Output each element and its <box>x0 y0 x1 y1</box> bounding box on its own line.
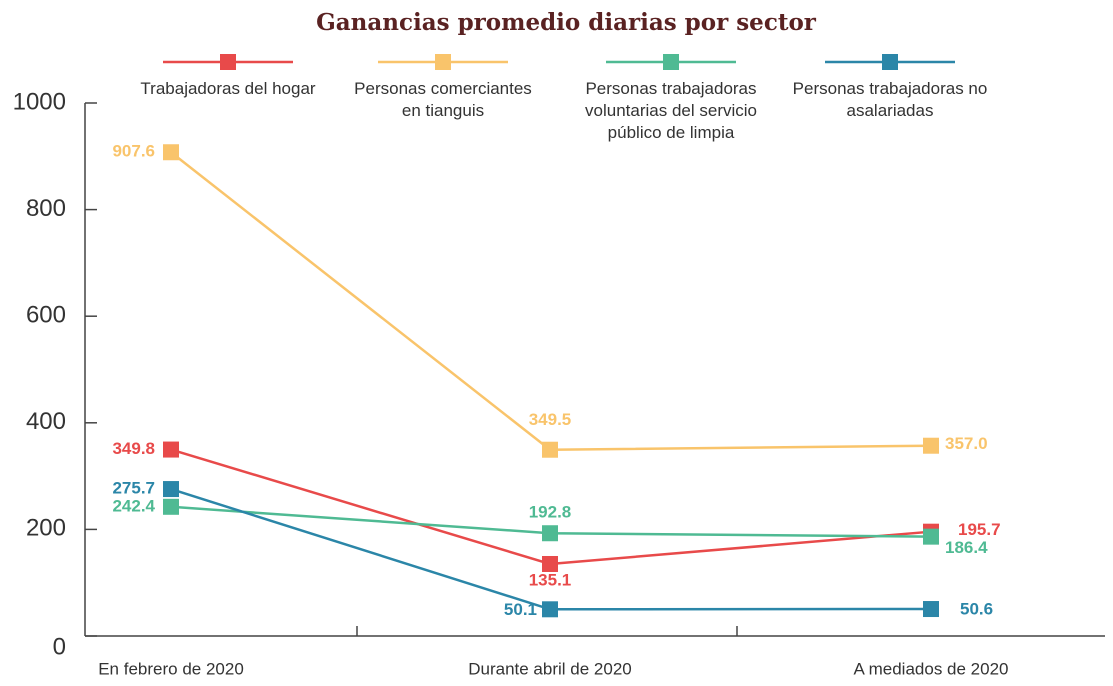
point-marker <box>163 144 179 161</box>
data-label: 186.4 <box>945 538 988 557</box>
point-marker <box>542 555 558 572</box>
point-marker <box>542 441 558 458</box>
x-tick-label: En febrero de 2020 <box>98 659 244 678</box>
legend-marker <box>663 54 679 70</box>
legend-marker <box>220 54 236 70</box>
data-label: 357.0 <box>945 434 988 453</box>
point-marker <box>923 601 939 618</box>
legend-label: Personas trabajadoras no asalariadas <box>792 79 988 120</box>
point-marker <box>923 437 939 454</box>
data-label: 192.8 <box>529 503 572 522</box>
legend-label: Trabajadoras del hogar <box>140 79 316 98</box>
legend-marker <box>882 54 898 70</box>
point-marker <box>163 481 179 498</box>
data-label: 275.7 <box>112 479 155 498</box>
y-tick-label: 1000 <box>13 88 66 115</box>
legend-label: Personas trabajadoras voluntarias del se… <box>585 79 757 142</box>
data-label: 907.6 <box>112 142 155 161</box>
data-label: 50.1 <box>504 600 537 619</box>
data-label: 349.5 <box>529 410 572 429</box>
data-label: 349.8 <box>112 439 155 458</box>
legend-label: Personas comerciantes en tianguis <box>354 79 532 120</box>
x-tick-label: Durante abril de 2020 <box>468 659 632 678</box>
data-label: 50.6 <box>960 600 993 619</box>
y-tick-label: 200 <box>26 515 66 542</box>
chart-title: Ganancias promedio diarias por sector <box>316 9 817 36</box>
y-tick-label: 0 <box>53 633 66 660</box>
point-marker <box>923 528 939 545</box>
point-marker <box>542 601 558 618</box>
data-label: 242.4 <box>112 496 155 515</box>
point-marker <box>163 441 179 458</box>
data-label: 135.1 <box>529 570 572 589</box>
point-marker <box>163 498 179 515</box>
legend-marker <box>435 54 451 70</box>
series-line <box>170 151 932 451</box>
y-tick-label: 400 <box>26 408 66 435</box>
x-tick-label: A mediados de 2020 <box>853 659 1008 678</box>
data-label: 195.7 <box>958 520 1001 539</box>
y-tick-label: 600 <box>26 302 66 329</box>
point-marker <box>542 525 558 542</box>
y-tick-label: 800 <box>26 195 66 222</box>
